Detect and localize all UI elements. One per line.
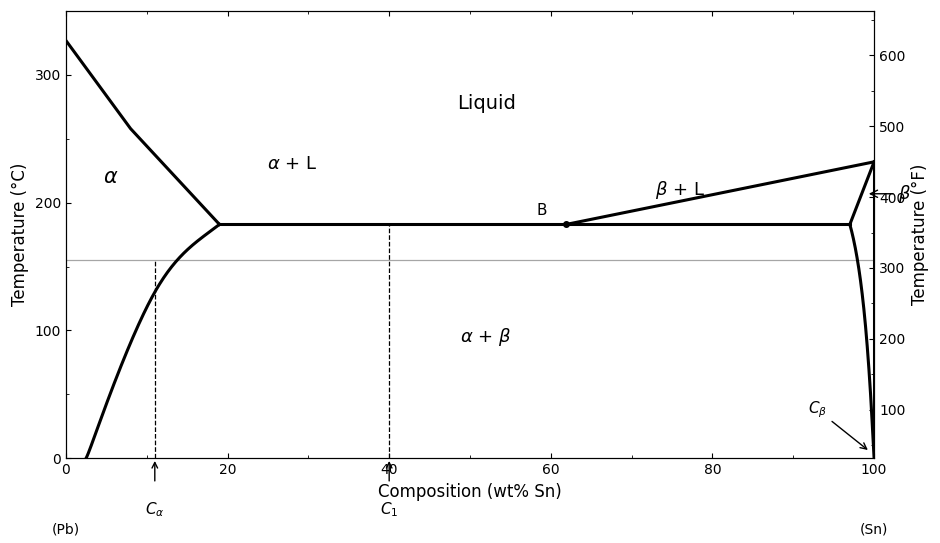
Text: $\beta$ + L: $\beta$ + L xyxy=(655,179,705,201)
X-axis label: Composition (wt% Sn): Composition (wt% Sn) xyxy=(378,483,562,501)
Text: $\alpha$ + $\beta$: $\alpha$ + $\beta$ xyxy=(461,326,511,348)
Text: B: B xyxy=(537,204,547,218)
Text: $\alpha$: $\alpha$ xyxy=(102,167,118,187)
Y-axis label: Temperature (°C): Temperature (°C) xyxy=(11,163,29,306)
Text: Liquid: Liquid xyxy=(457,93,516,112)
Text: $C_1$: $C_1$ xyxy=(380,500,399,519)
Text: $C_\alpha$: $C_\alpha$ xyxy=(145,500,164,519)
Text: $\beta$: $\beta$ xyxy=(870,183,911,205)
Text: (Pb): (Pb) xyxy=(52,522,80,536)
Text: (Sn): (Sn) xyxy=(860,522,888,536)
Text: $C_\beta$: $C_\beta$ xyxy=(808,400,867,449)
Y-axis label: Temperature (°F): Temperature (°F) xyxy=(911,164,929,305)
Text: $\alpha$ + L: $\alpha$ + L xyxy=(267,155,318,173)
